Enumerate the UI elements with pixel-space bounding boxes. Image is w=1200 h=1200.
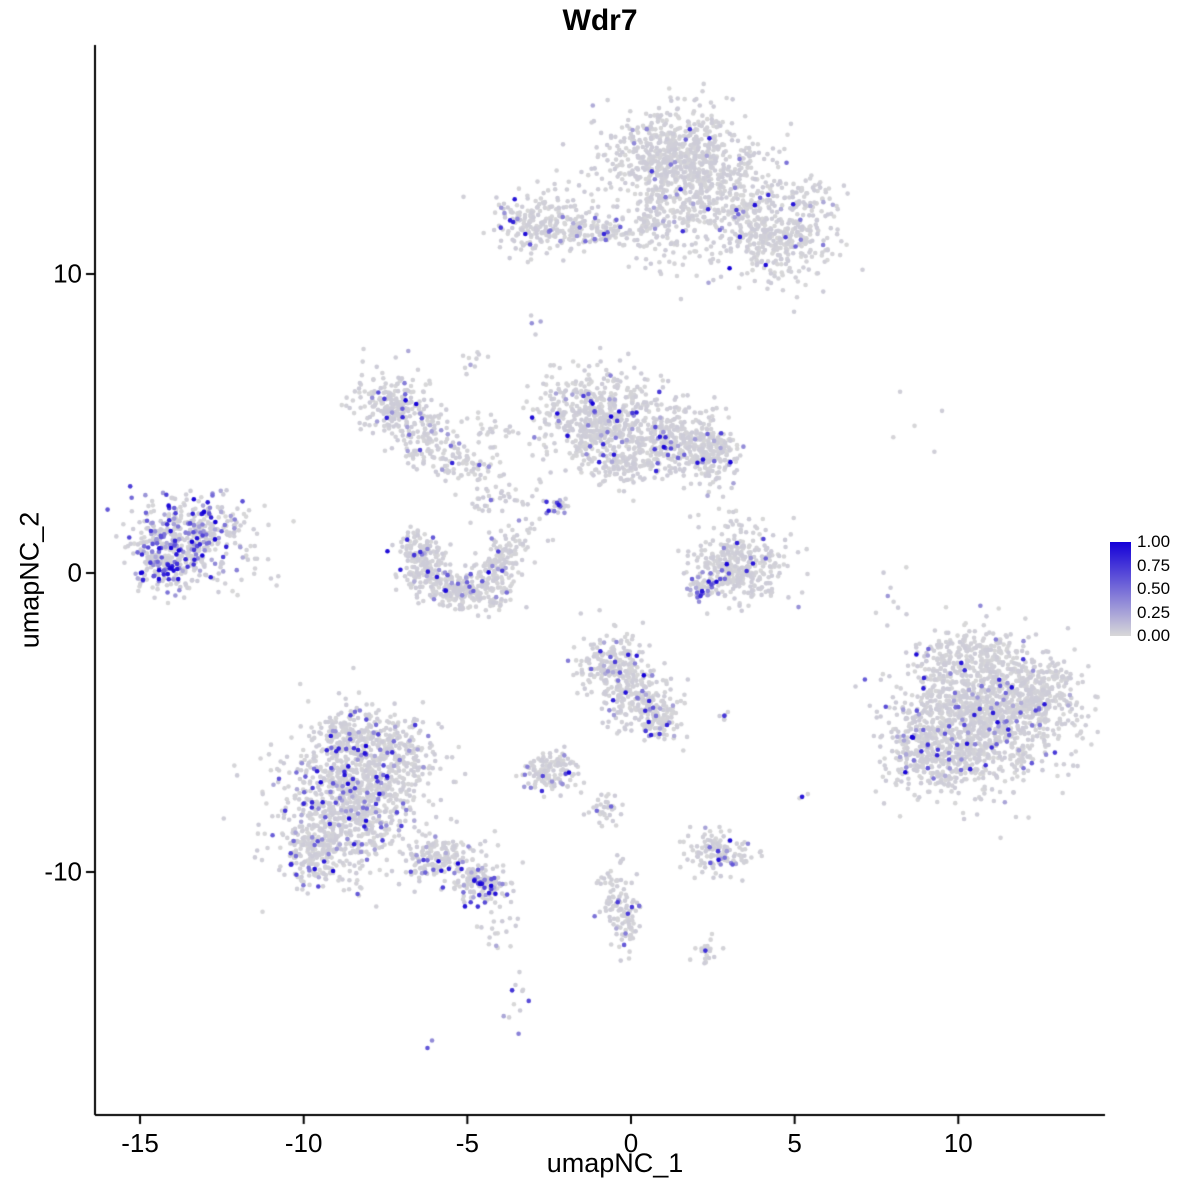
- legend-tick-label: 0.75: [1137, 555, 1171, 575]
- y-tick-label: 10: [53, 258, 82, 289]
- legend-tick-label: 1.00: [1137, 532, 1171, 551]
- x-tick-label: 5: [787, 1128, 802, 1158]
- y-axis-label: umapNC_2: [14, 511, 45, 649]
- legend-tick-label: 0.25: [1137, 602, 1171, 622]
- legend-tick-label: 0.50: [1137, 579, 1171, 598]
- x-tick-label: 10: [943, 1128, 973, 1158]
- x-tick-label: -15: [121, 1128, 159, 1158]
- legend-tick-label: 0.00: [1137, 626, 1171, 645]
- color-legend: 1.00 0.75 0.50 0.25 0.00: [1110, 532, 1198, 662]
- y-tick-label: 0: [67, 557, 82, 588]
- x-tick-label: 0: [623, 1128, 639, 1158]
- x-tick-label: -5: [455, 1128, 479, 1158]
- legend-gradient-bar: [1110, 542, 1131, 636]
- x-axis-label: umapNC_1: [546, 1148, 684, 1178]
- x-tick-label: -10: [284, 1128, 323, 1158]
- y-tick-label: -10: [44, 856, 82, 887]
- plot-title: Wdr7: [562, 4, 638, 37]
